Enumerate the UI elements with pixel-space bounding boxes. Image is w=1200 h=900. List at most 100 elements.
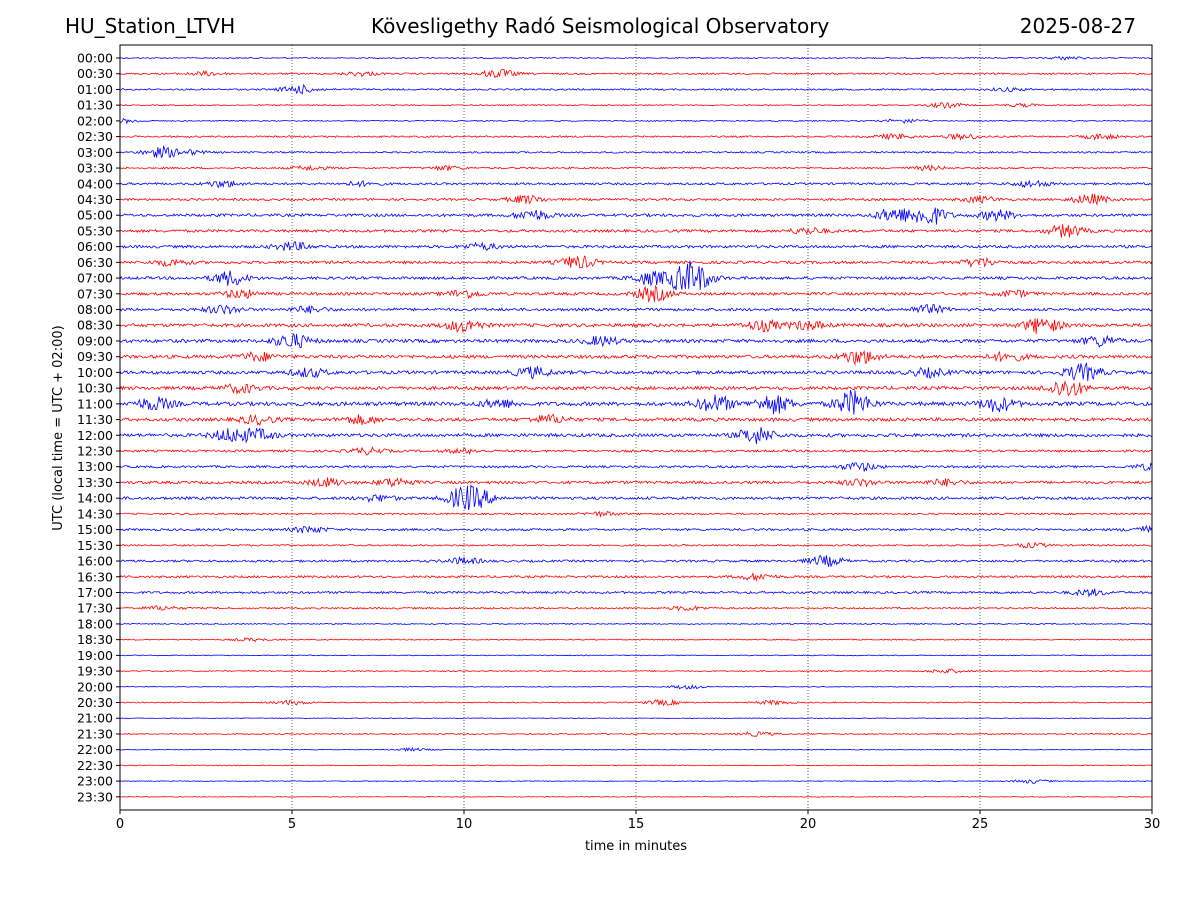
seismic-trace [119, 55, 1153, 61]
seismic-trace [119, 241, 1153, 251]
y-tick-label: 09:00 [77, 333, 113, 348]
seismic-trace [119, 132, 1153, 141]
seismic-trace [119, 462, 1153, 472]
y-tick-label: 18:30 [77, 632, 113, 647]
y-tick-label: 17:30 [77, 601, 113, 616]
y-tick-label: 01:30 [77, 98, 113, 113]
seismic-trace [119, 541, 1153, 549]
seismic-trace [119, 668, 1153, 674]
y-tick-label: 10:00 [77, 365, 113, 380]
y-tick-label: 22:30 [77, 758, 113, 773]
plot-frame [119, 44, 1153, 811]
seismic-trace [119, 117, 1153, 125]
y-tick-label: 14:00 [77, 491, 113, 506]
x-axis-label: time in minutes [585, 839, 687, 854]
y-tick-label: 21:30 [77, 726, 113, 741]
grid-lines [291, 45, 981, 810]
seismic-trace [119, 83, 1153, 95]
y-tick-label: 23:30 [77, 789, 113, 804]
y-tick-label: 20:00 [77, 679, 113, 694]
y-tick-label: 07:00 [77, 271, 113, 286]
seismic-trace [119, 304, 1153, 315]
x-tick-label: 15 [628, 817, 645, 832]
observatory-title: Kövesligethy Radó Seismological Observat… [371, 14, 830, 38]
y-tick-label: 21:00 [77, 711, 113, 726]
y-tick-label: 04:00 [77, 176, 113, 191]
y-tick-label: 19:00 [77, 648, 113, 663]
y-axis-label: UTC (local time = UTC + 02:00) [51, 325, 66, 530]
y-tick-label: 08:00 [77, 302, 113, 317]
y-tick-label: 16:30 [77, 569, 113, 584]
seismic-trace [119, 717, 1153, 720]
seismic-trace [119, 362, 1153, 382]
y-tick-label: 10:30 [77, 381, 113, 396]
trace-lines [119, 55, 1153, 798]
y-tick-label: 15:30 [77, 538, 113, 553]
seismic-trace [119, 446, 1153, 456]
y-tick-label: 09:30 [77, 349, 113, 364]
seismic-trace [119, 101, 1153, 109]
y-tick-label: 05:00 [77, 208, 113, 223]
y-tick-label: 16:00 [77, 554, 113, 569]
seismic-trace [119, 318, 1153, 334]
station-name: HU_Station_LTVH [65, 14, 236, 38]
y-tick-label: 11:00 [77, 396, 113, 411]
y-tick-label: 13:00 [77, 459, 113, 474]
y-tick-label: 12:30 [77, 444, 113, 459]
y-tick-label: 06:00 [77, 239, 113, 254]
x-tick-label: 30 [1144, 817, 1161, 832]
seismic-trace [119, 622, 1153, 626]
seismic-trace [119, 255, 1153, 269]
y-tick-label: 03:30 [77, 161, 113, 176]
seismic-trace [119, 571, 1153, 582]
x-tick-label: 25 [972, 817, 989, 832]
y-tick-label: 14:30 [77, 506, 113, 521]
y-tick-label: 05:30 [77, 223, 113, 238]
seismic-trace [119, 796, 1153, 798]
y-tick-label: 07:30 [77, 286, 113, 301]
seismic-trace [119, 284, 1153, 303]
seismic-trace [119, 484, 1153, 510]
y-tick-label: 11:30 [77, 412, 113, 427]
y-tick-label: 17:00 [77, 585, 113, 600]
seismic-trace [119, 476, 1153, 488]
seismic-trace [119, 349, 1153, 366]
y-tick-label: 18:00 [77, 616, 113, 631]
seismic-trace [119, 510, 1153, 519]
seismic-trace [119, 381, 1153, 397]
seismic-trace [119, 224, 1153, 238]
seismic-trace [119, 144, 1153, 159]
seismic-trace [119, 764, 1153, 767]
y-tick-label: 12:00 [77, 428, 113, 443]
seismic-trace [119, 779, 1153, 784]
seismic-trace [119, 654, 1153, 657]
y-tick-label: 15:00 [77, 522, 113, 537]
seismic-trace [119, 390, 1153, 415]
seismic-trace [119, 179, 1153, 189]
y-tick-label: 02:30 [77, 129, 113, 144]
y-tick-label: 00:30 [77, 66, 113, 81]
x-tick-label: 10 [456, 817, 473, 832]
seismic-trace [119, 260, 1153, 291]
seismic-trace [119, 588, 1153, 598]
x-tick-label: 20 [800, 817, 817, 832]
seismic-trace [119, 333, 1153, 349]
seismic-trace [119, 193, 1153, 206]
seismic-trace [119, 605, 1153, 612]
seismic-trace [119, 427, 1153, 445]
seismic-trace [119, 413, 1153, 427]
y-tick-label: 08:30 [77, 318, 113, 333]
seismic-trace [119, 698, 1153, 707]
y-tick-label: 01:00 [77, 82, 113, 97]
x-tick-label: 0 [116, 817, 124, 832]
y-tick-label: 20:30 [77, 695, 113, 710]
seismic-trace [119, 637, 1153, 643]
record-date: 2025-08-27 [1019, 14, 1136, 38]
y-tick-label: 02:00 [77, 113, 113, 128]
y-tick-label: 23:00 [77, 774, 113, 789]
seismic-trace [119, 684, 1153, 690]
seismic-trace [119, 69, 1153, 79]
y-tick-label: 03:00 [77, 145, 113, 160]
